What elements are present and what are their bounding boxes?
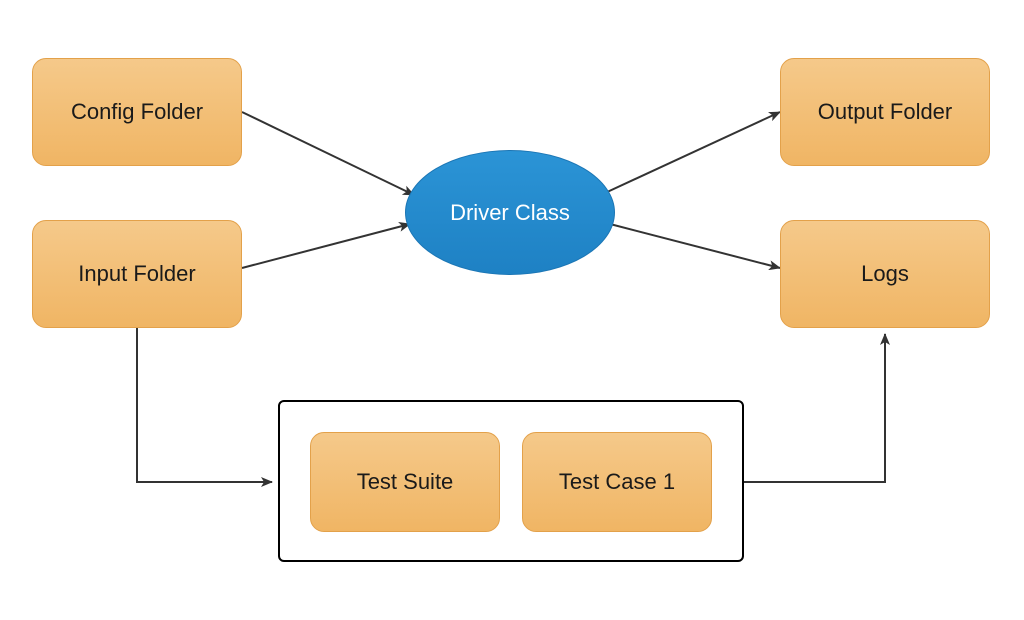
node-label: Test Suite bbox=[357, 469, 454, 495]
node-logs: Logs bbox=[780, 220, 990, 328]
edge bbox=[610, 224, 780, 268]
node-config-folder: Config Folder bbox=[32, 58, 242, 166]
node-label: Config Folder bbox=[71, 99, 203, 125]
node-input-folder: Input Folder bbox=[32, 220, 242, 328]
diagram-stage: Config Folder Input Folder Driver Class … bbox=[0, 0, 1024, 620]
edge bbox=[242, 112, 414, 195]
edge bbox=[137, 328, 272, 482]
node-test-case-1: Test Case 1 bbox=[522, 432, 712, 532]
edge bbox=[605, 112, 780, 193]
node-label: Input Folder bbox=[78, 261, 195, 287]
node-test-suite: Test Suite bbox=[310, 432, 500, 532]
node-label: Test Case 1 bbox=[559, 469, 675, 495]
node-label: Output Folder bbox=[818, 99, 953, 125]
node-label: Logs bbox=[861, 261, 909, 287]
node-driver-class: Driver Class bbox=[405, 150, 615, 275]
node-output-folder: Output Folder bbox=[780, 58, 990, 166]
edge bbox=[242, 224, 410, 268]
node-label: Driver Class bbox=[450, 200, 570, 226]
edge bbox=[744, 334, 885, 482]
